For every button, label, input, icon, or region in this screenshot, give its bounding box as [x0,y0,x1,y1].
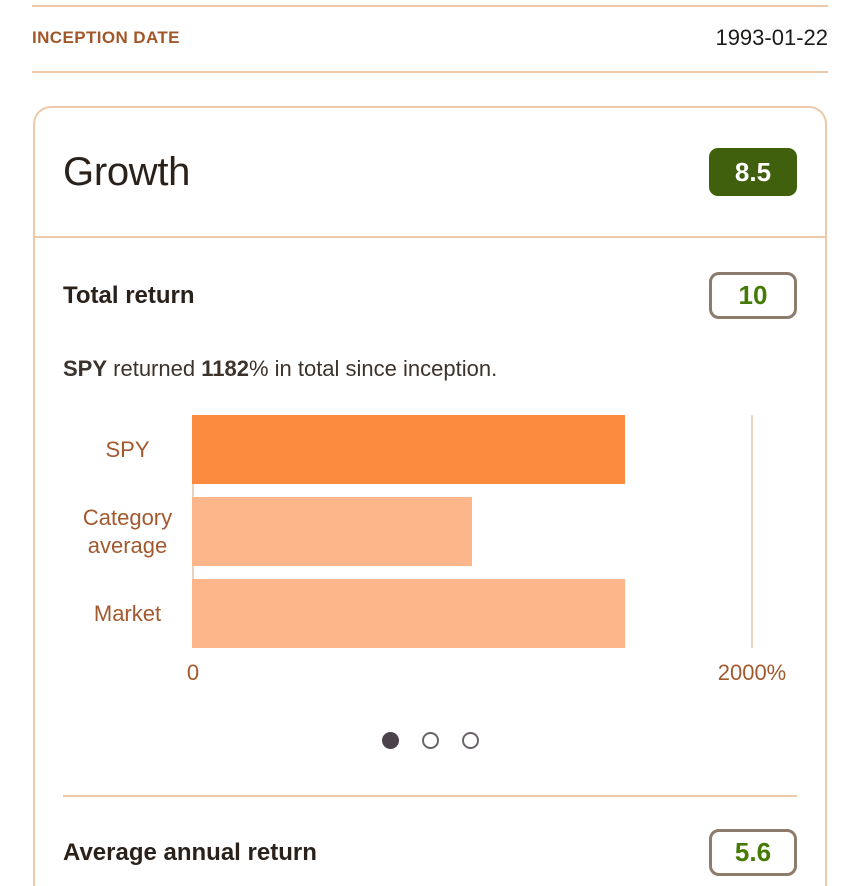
inception-date-row: INCEPTION DATE 1993-01-22 [32,5,828,73]
card-title: Growth [63,149,191,194]
chart-bar-track [192,579,751,648]
chart-row-category-average: Category average [63,497,797,566]
chart-row-market: Market [63,579,797,648]
chart-bar [192,415,626,484]
total-return-score-badge: 10 [709,272,797,319]
chart-bar-track [192,415,751,484]
carousel-dot-2[interactable] [421,732,439,749]
description-segment: returned [107,356,202,381]
chart-category-label: SPY [105,436,150,462]
x-axis-ticks: 0 2000% [63,660,797,690]
total-return-description: SPY returned 1182% in total since incept… [63,355,797,383]
growth-card: Growth 8.5 Total return 10 SPY returned … [33,106,827,886]
average-annual-return-heading: Average annual return [63,838,317,866]
average-annual-return-row: Average annual return 5.6 [63,795,797,876]
total-return-heading: Total return [63,281,195,309]
description-segment: SPY [63,356,108,381]
carousel-dot-1[interactable] [381,732,399,749]
chart-bar-track [192,497,751,566]
carousel-dots [63,732,797,749]
growth-card-header: Growth 8.5 [35,108,825,238]
chart-bar [192,497,472,566]
x-tick-max: 2000% [717,660,787,685]
growth-card-body: Total return 10 SPY returned 1182% in to… [35,238,825,876]
inception-date-label: INCEPTION DATE [32,28,180,47]
growth-score-badge: 8.5 [709,148,797,196]
description-segment: 1182 [201,356,249,381]
bar-chart-plot: SPY Category average Market [63,415,797,648]
carousel-dot-3[interactable] [461,732,479,749]
axis-line-max [751,415,753,648]
x-tick-zero: 0 [186,660,200,685]
total-return-bar-chart: SPY Category average Market 0 2000% [63,415,797,690]
chart-row-spy: SPY [63,415,797,484]
average-annual-return-score-badge: 5.6 [709,829,797,876]
chart-category-label: Market [93,600,162,626]
bar-chart-rows: SPY Category average Market [63,415,797,648]
chart-category-label: Category average [82,504,173,558]
total-return-row: Total return 10 [63,272,797,319]
chart-bar [192,579,626,648]
description-segment: % in total since inception. [248,356,498,381]
inception-date-value: 1993-01-22 [715,25,828,50]
